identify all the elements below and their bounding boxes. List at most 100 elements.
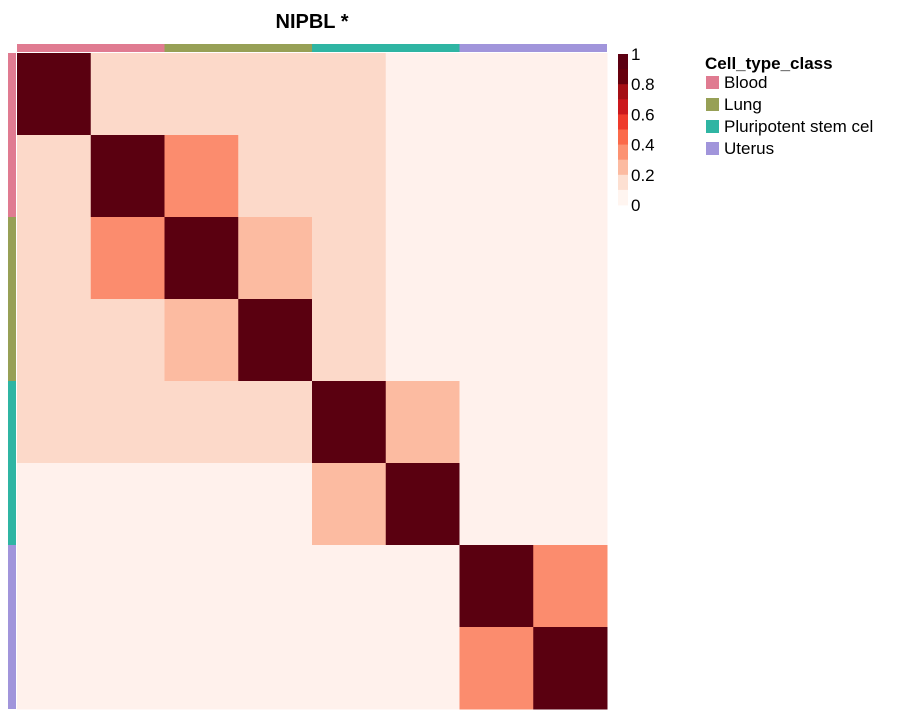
heatmap-cell <box>164 299 239 382</box>
heatmap-cell <box>238 217 313 300</box>
legend-swatch <box>706 98 719 111</box>
heatmap-cell <box>459 463 534 546</box>
heatmap-cell <box>17 381 92 464</box>
heatmap-cell <box>459 53 534 136</box>
heatmap-cell <box>459 545 534 628</box>
heatmap-cell <box>312 53 387 136</box>
left-annotation-bar <box>8 53 16 709</box>
heatmap-cell <box>164 217 239 300</box>
heatmap-cell <box>238 463 313 546</box>
color-scale-tick-label: 1 <box>631 45 640 64</box>
heatmap-cell <box>90 627 165 710</box>
heatmap-cell <box>533 627 608 710</box>
color-scale-bin <box>618 99 628 115</box>
heatmap-cell <box>312 135 387 218</box>
color-scale-bin <box>618 159 628 176</box>
color-scale-bin <box>618 144 628 161</box>
heatmap-cell <box>90 135 165 218</box>
heatmap-cell <box>238 135 313 218</box>
heatmap-cell <box>90 53 165 136</box>
color-scale-tick-label: 0.8 <box>631 75 655 94</box>
heatmap-cell <box>533 217 608 300</box>
left-annotation-segment <box>8 53 16 217</box>
legend-label: Lung <box>724 95 762 114</box>
heatmap-cell <box>385 217 460 300</box>
heatmap-cell <box>385 299 460 382</box>
heatmap-cell <box>312 299 387 382</box>
heatmap-cell <box>385 135 460 218</box>
legend-title: Cell_type_class <box>705 54 833 73</box>
heatmap-cell <box>385 381 460 464</box>
heatmap-cell <box>90 381 165 464</box>
color-scale-bin <box>618 129 628 145</box>
heatmap-cell <box>459 627 534 710</box>
heatmap-cell <box>312 627 387 710</box>
heatmap-cell <box>238 627 313 710</box>
heatmap-cell <box>385 53 460 136</box>
heatmap-cell <box>164 545 239 628</box>
color-scale-legend: 1 0.8 0.6 0.4 0.2 0 <box>618 45 655 215</box>
left-annotation-segment <box>8 545 16 709</box>
top-annotation-segment <box>17 44 165 52</box>
color-scale-tick-label: 0.2 <box>631 166 655 185</box>
heatmap-cell <box>164 135 239 218</box>
legend-swatch <box>706 120 719 133</box>
legend-swatch <box>706 76 719 89</box>
heatmap-cell <box>238 381 313 464</box>
color-scale-bin <box>618 84 628 100</box>
heatmap-cells <box>17 53 608 710</box>
legend-label: Uterus <box>724 139 774 158</box>
heatmap-cell <box>533 545 608 628</box>
color-scale-tick-label: 0.6 <box>631 105 655 124</box>
heatmap-cell <box>312 217 387 300</box>
heatmap-cell <box>238 53 313 136</box>
color-scale-bin <box>618 189 628 206</box>
color-scale-tick-label: 0.4 <box>631 136 655 155</box>
legend-label: Pluripotent stem cel <box>724 117 873 136</box>
heatmap-cell <box>238 545 313 628</box>
color-scale-bin <box>618 54 628 70</box>
top-annotation-segment <box>164 44 312 52</box>
top-annotation-segment <box>459 44 607 52</box>
color-scale-bin <box>618 114 628 130</box>
heatmap-cell <box>17 627 92 710</box>
heatmap-cell <box>385 463 460 546</box>
heatmap-cell <box>17 135 92 218</box>
heatmap-cell <box>459 217 534 300</box>
heatmap-cell <box>459 299 534 382</box>
heatmap-cell <box>17 53 92 136</box>
left-annotation-segment <box>8 217 16 381</box>
heatmap-cell <box>385 545 460 628</box>
heatmap-cell <box>533 463 608 546</box>
top-annotation-bar <box>17 44 607 52</box>
heatmap-cell <box>17 217 92 300</box>
heatmap-cell <box>533 381 608 464</box>
color-scale-bin <box>618 174 628 191</box>
group-legend: Cell_type_class Blood Lung Pluripotent ste… <box>705 54 873 158</box>
legend-label: Blood <box>724 73 767 92</box>
heatmap-cell <box>90 299 165 382</box>
heatmap-cell <box>17 299 92 382</box>
heatmap-cell <box>90 463 165 546</box>
heatmap-cell <box>312 381 387 464</box>
heatmap-cell <box>238 299 313 382</box>
heatmap-cell <box>533 135 608 218</box>
heatmap-cell <box>459 135 534 218</box>
heatmap-cell <box>164 381 239 464</box>
heatmap-cell <box>17 463 92 546</box>
legend-swatch <box>706 142 719 155</box>
heatmap-cell <box>164 627 239 710</box>
heatmap-cell <box>90 217 165 300</box>
chart-title: NIPBL * <box>276 11 349 33</box>
heatmap-cell <box>17 545 92 628</box>
heatmap-cell <box>90 545 165 628</box>
left-annotation-segment <box>8 381 16 545</box>
top-annotation-segment <box>312 44 460 52</box>
heatmap-cell <box>385 627 460 710</box>
heatmap-cell <box>533 53 608 136</box>
color-scale-tick-label: 0 <box>631 196 640 215</box>
heatmap-cell <box>533 299 608 382</box>
heatmap-cell <box>164 53 239 136</box>
heatmap-cell <box>459 381 534 464</box>
